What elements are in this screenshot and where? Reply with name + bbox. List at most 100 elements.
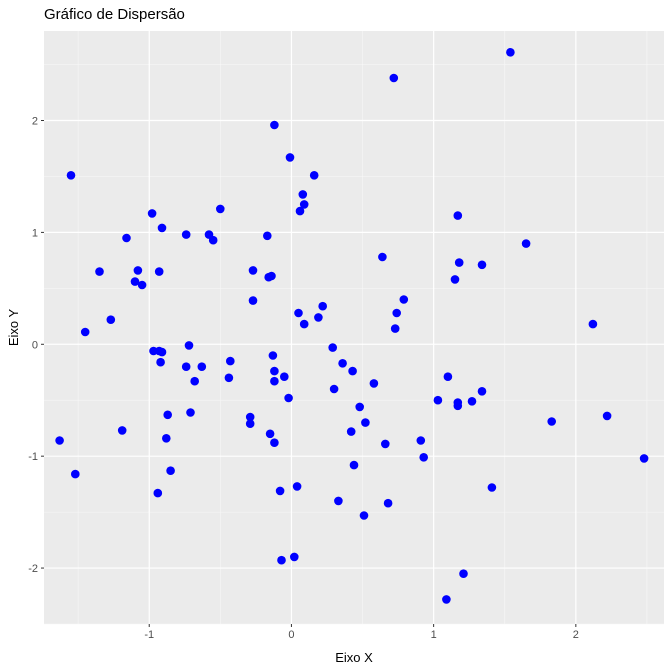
y-tick-label: -1 <box>28 451 38 463</box>
data-point <box>117 426 127 435</box>
data-point <box>284 393 293 403</box>
data-point <box>154 267 164 276</box>
data-point <box>248 266 258 275</box>
data-point <box>453 401 463 411</box>
major-gridlines <box>44 31 664 624</box>
data-point <box>314 313 323 322</box>
data-point <box>309 171 319 180</box>
data-points <box>55 48 649 604</box>
data-point <box>267 271 276 281</box>
data-point <box>80 327 90 337</box>
data-point <box>275 486 285 496</box>
data-point <box>270 120 279 130</box>
x-tick-label: 0 <box>288 629 294 641</box>
data-point <box>588 319 598 329</box>
data-point <box>381 439 390 449</box>
data-point <box>487 483 497 492</box>
data-point <box>334 496 343 506</box>
y-axis-title: Eixo Y <box>6 309 21 347</box>
data-point <box>399 295 409 304</box>
y-tick-label: 2 <box>32 116 38 128</box>
data-point <box>338 359 347 368</box>
data-point <box>547 417 556 426</box>
data-point <box>66 171 76 180</box>
data-point <box>453 211 463 220</box>
x-tick-label: 2 <box>573 629 579 641</box>
data-point <box>361 418 370 427</box>
data-point <box>295 206 305 216</box>
data-point <box>290 552 299 562</box>
data-point <box>157 223 167 233</box>
data-point <box>280 372 289 382</box>
data-point <box>419 453 429 462</box>
data-point <box>299 319 309 329</box>
data-point <box>162 434 171 443</box>
data-point <box>137 280 147 290</box>
data-point <box>226 356 235 366</box>
x-tick-label: 1 <box>431 629 437 641</box>
data-point <box>181 230 191 239</box>
x-axis-ticks: -1 0 1 2 <box>144 624 579 641</box>
data-point <box>467 397 477 406</box>
data-point <box>299 200 309 209</box>
data-point <box>392 308 402 318</box>
data-point <box>506 48 515 57</box>
data-point <box>369 379 379 388</box>
y-tick-label: -2 <box>28 563 38 575</box>
data-point <box>270 366 279 376</box>
data-point <box>359 511 369 520</box>
data-point <box>248 296 258 305</box>
data-point <box>454 258 464 267</box>
data-point <box>270 376 279 386</box>
data-point <box>190 376 199 386</box>
data-point <box>163 410 172 420</box>
data-point <box>197 362 207 372</box>
minor-gridlines <box>44 31 664 625</box>
data-point <box>277 555 286 565</box>
data-point <box>245 419 255 429</box>
data-point <box>265 429 275 439</box>
data-point <box>156 357 165 367</box>
data-point <box>216 204 225 214</box>
data-point <box>390 324 400 333</box>
data-point <box>433 395 443 405</box>
data-point <box>602 411 612 421</box>
data-point <box>285 153 295 162</box>
data-point <box>294 308 303 318</box>
data-point <box>378 252 387 262</box>
data-point <box>443 372 453 382</box>
data-point <box>268 351 278 360</box>
data-point <box>208 235 218 245</box>
data-point <box>639 454 649 463</box>
data-point <box>130 277 140 286</box>
data-point <box>184 341 194 350</box>
data-point <box>329 384 339 394</box>
data-point <box>157 347 167 357</box>
x-axis-title: Eixo X <box>335 650 373 665</box>
x-tick-label: -1 <box>144 629 154 641</box>
data-point <box>416 436 426 445</box>
data-point <box>245 412 255 422</box>
data-point <box>355 402 365 412</box>
data-point <box>450 275 460 284</box>
y-axis-ticks: -2 -1 0 1 2 <box>28 116 44 575</box>
data-point <box>328 343 338 352</box>
plot-panel <box>44 31 664 624</box>
data-point <box>383 498 393 508</box>
data-point <box>298 190 308 199</box>
data-point <box>147 209 157 218</box>
chart-title: Gráfico de Dispersão <box>44 6 185 23</box>
data-point <box>153 488 163 498</box>
data-point <box>95 267 104 276</box>
data-point <box>133 266 143 275</box>
data-point <box>318 301 328 311</box>
data-point <box>106 315 116 325</box>
data-point <box>55 436 64 445</box>
data-point <box>263 231 272 241</box>
data-point <box>122 233 131 243</box>
data-point <box>186 408 195 417</box>
data-point <box>442 595 451 604</box>
y-tick-label: 1 <box>32 227 38 239</box>
data-point <box>459 569 468 578</box>
